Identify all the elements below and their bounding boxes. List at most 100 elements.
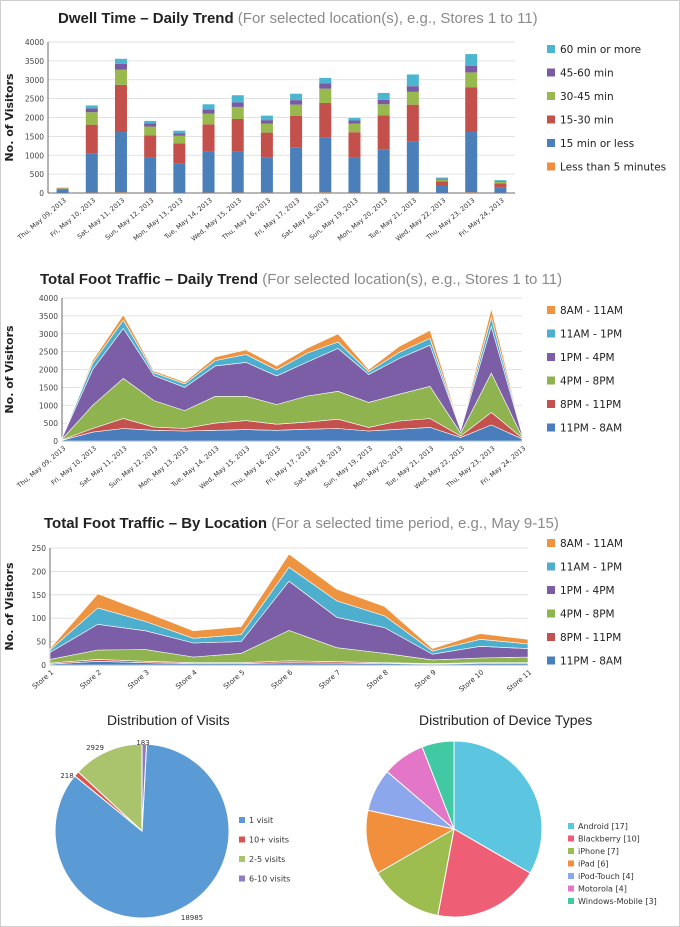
dwell-legend-swatch bbox=[547, 115, 555, 124]
dwell-y-tick-label: 0 bbox=[39, 189, 44, 198]
devices-pie-legend-label: Blackberry [10] bbox=[578, 835, 640, 844]
dwell-legend-swatch bbox=[547, 45, 555, 53]
dwell-bar-segment bbox=[173, 163, 186, 193]
dwell-chart-title: Dwell Time – Daily Trend (For selected l… bbox=[58, 10, 538, 27]
dwell-bar-segment bbox=[348, 132, 361, 158]
dwell-bar-segment bbox=[290, 93, 303, 101]
traffic-daily-legend-swatch bbox=[547, 423, 555, 432]
dwell-bar-segment bbox=[494, 180, 507, 182]
traffic-daily-legend-swatch bbox=[547, 400, 555, 408]
dwell-bar-segment bbox=[465, 54, 478, 66]
dwell-bar-segment bbox=[319, 137, 332, 193]
visits-pie-data-label: 2929 bbox=[86, 744, 104, 752]
dwell-bar-segment bbox=[465, 192, 478, 193]
traffic-location-x-tick-label: Store 1 bbox=[31, 668, 55, 690]
dwell-bar-segment bbox=[377, 92, 390, 100]
dwell-bar-segment bbox=[377, 104, 390, 116]
traffic-location-y-axis-label: No. of Visitors bbox=[3, 562, 16, 651]
traffic-location-y-tick-label: 100 bbox=[32, 614, 47, 623]
traffic-daily-legend-swatch bbox=[547, 376, 555, 385]
traffic-location-legend-label: 8PM - 11PM bbox=[560, 632, 621, 644]
dwell-bar-segment bbox=[494, 181, 507, 182]
traffic-location-legend-swatch bbox=[547, 539, 555, 547]
dwell-bar-segment bbox=[56, 188, 69, 189]
dwell-legend-label: 30-45 min bbox=[560, 91, 614, 103]
dwell-bar-segment bbox=[56, 188, 69, 190]
traffic-location-y-tick-label: 50 bbox=[36, 638, 46, 647]
dwell-bar-segment bbox=[260, 132, 273, 158]
traffic-location-legend-label: 11PM - 8AM bbox=[560, 656, 622, 668]
dwell-bar-segment bbox=[290, 104, 303, 116]
dwell-y-axis-label: No. of Visitors bbox=[3, 73, 16, 162]
traffic-daily-y-tick-label: 4000 bbox=[39, 294, 58, 303]
dwell-bar-segment bbox=[173, 135, 186, 144]
dwell-bar-segment bbox=[290, 115, 303, 148]
dwell-bar-segment bbox=[85, 153, 98, 193]
dwell-bar-segment bbox=[173, 130, 186, 134]
dwell-bar-segment bbox=[144, 120, 157, 124]
dwell-bar-segment bbox=[436, 179, 449, 182]
dwell-x-tick-label: Thu, May 09, 2013 bbox=[15, 196, 67, 242]
visits-pie-slice bbox=[141, 743, 148, 832]
visits-pie-legend-label: 6-10 visits bbox=[249, 875, 290, 884]
visits-pie-slice bbox=[77, 743, 143, 833]
traffic-location-area-series bbox=[49, 553, 529, 652]
dwell-legend-label: 60 min or more bbox=[560, 44, 641, 56]
dwell-bar-segment bbox=[231, 119, 244, 152]
dwell-y-tick-label: 2000 bbox=[25, 114, 44, 123]
dwell-chart-title-main: Dwell Time – Daily Trend bbox=[58, 10, 234, 27]
traffic-location-x-tick-label: Store 10 bbox=[458, 668, 486, 693]
dwell-x-tick-label: Wed, May 22, 2013 bbox=[394, 196, 447, 242]
dwell-bar-segment bbox=[319, 83, 332, 89]
dwell-bar-segment bbox=[85, 112, 98, 125]
dwell-bar-segment bbox=[260, 120, 273, 124]
traffic-daily-legend-swatch bbox=[547, 353, 555, 361]
dwell-bar-segment bbox=[231, 151, 244, 193]
devices-pie-legend-swatch bbox=[568, 860, 574, 867]
traffic-daily-y-tick-label: 1000 bbox=[39, 401, 58, 410]
devices-pie-legend-swatch bbox=[568, 835, 574, 842]
dwell-y-tick-label: 500 bbox=[30, 170, 45, 179]
dwell-bar-segment bbox=[377, 149, 390, 193]
devices-pie-slice bbox=[377, 828, 455, 917]
dwell-bar-segment bbox=[465, 65, 478, 73]
traffic-daily-x-tick-label: Thu, May 09, 2013 bbox=[15, 444, 67, 490]
traffic-daily-legend-label: 8PM - 11PM bbox=[560, 399, 621, 411]
dwell-bar-segment bbox=[56, 189, 69, 193]
dwell-bar-segment bbox=[406, 141, 419, 193]
dwell-bar-segment bbox=[114, 58, 127, 64]
dwell-legend-label: 15 min or less bbox=[560, 138, 634, 150]
visits-pie-legend-swatch bbox=[239, 836, 245, 843]
devices-pie-legend-label: iPhone [7] bbox=[578, 847, 619, 856]
dwell-bar-segment bbox=[436, 177, 449, 179]
traffic-location-y-tick-label: 0 bbox=[41, 661, 46, 670]
dwell-bar-segment bbox=[114, 63, 127, 70]
dwell-bar-segment bbox=[202, 151, 215, 193]
dwell-bar-segment bbox=[494, 183, 507, 188]
visits-pie-legend-swatch bbox=[239, 875, 245, 882]
traffic-location-x-tick-label: Store 8 bbox=[365, 668, 389, 690]
traffic-daily-legend-label: 11PM - 8AM bbox=[560, 423, 622, 435]
dwell-bar-segment bbox=[202, 104, 215, 110]
dwell-bar-segment bbox=[231, 102, 244, 107]
dwell-bar-segment bbox=[319, 88, 332, 103]
devices-pie-slice bbox=[453, 740, 543, 874]
dwell-bar-segment bbox=[406, 104, 419, 142]
dwell-bar-segment bbox=[465, 72, 478, 88]
traffic-location-legend-label: 4PM - 8PM bbox=[560, 609, 615, 621]
traffic-location-y-tick-label: 150 bbox=[32, 591, 47, 600]
dwell-legend-label: 15-30 min bbox=[560, 115, 614, 127]
dwell-bar-segment bbox=[406, 86, 419, 92]
dwell-bar-segment bbox=[144, 157, 157, 193]
dwell-bar-segment bbox=[436, 178, 449, 180]
dwell-legend-label: 45-60 min bbox=[560, 68, 614, 80]
traffic-daily-y-axis-label: No. of Visitors bbox=[3, 325, 16, 414]
dwell-bar-segment bbox=[85, 124, 98, 154]
dwell-bar-segment bbox=[85, 105, 98, 109]
dwell-legend-label: Less than 5 minutes bbox=[560, 162, 666, 174]
dwell-y-tick-label: 1000 bbox=[25, 151, 44, 160]
dwell-bar-segment bbox=[231, 106, 244, 120]
dwell-bar-segment bbox=[85, 108, 98, 113]
devices-pie-legend-label: Motorola [4] bbox=[578, 885, 627, 894]
traffic-location-legend-swatch bbox=[547, 656, 555, 665]
